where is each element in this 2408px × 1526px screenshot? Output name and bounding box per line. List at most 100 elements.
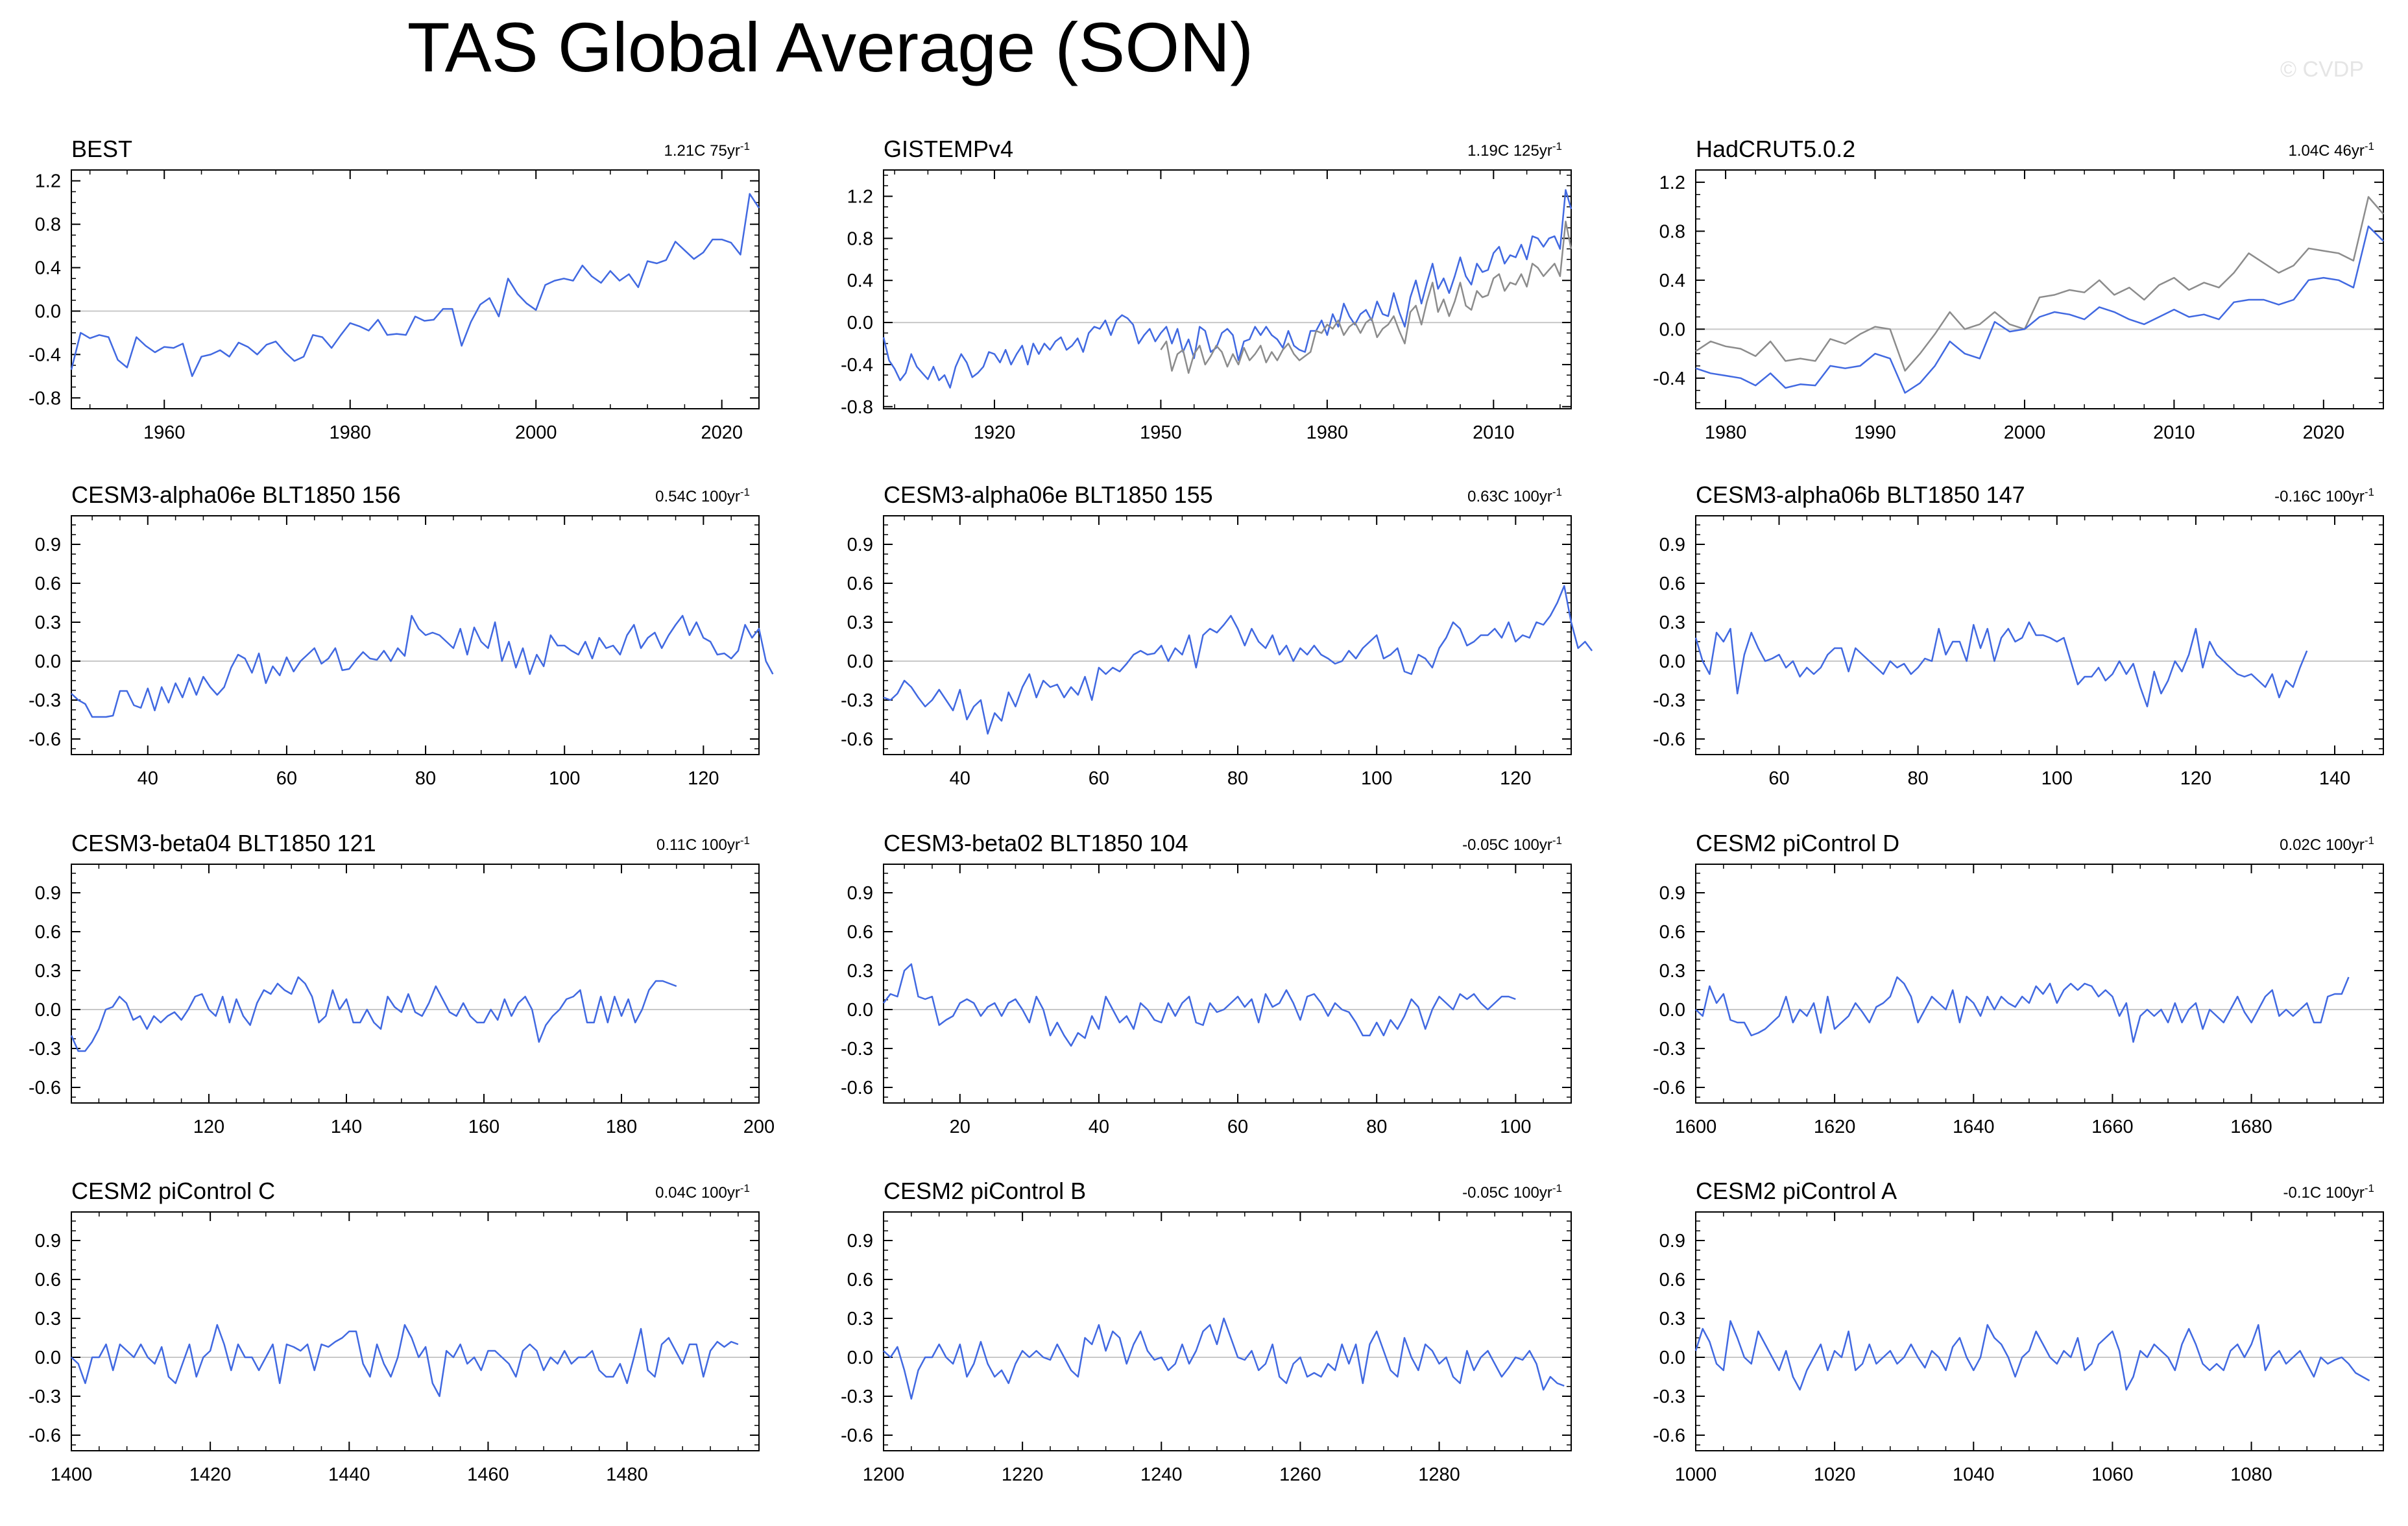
x-tick-label: 120: [2180, 768, 2211, 789]
trend-label: 0.04C 100yr-1: [655, 1182, 750, 1202]
y-tick-label: -0.8: [841, 397, 873, 418]
y-tick-label: 0.9: [1659, 1231, 1685, 1252]
x-tick-label: 2010: [2153, 422, 2195, 443]
y-tick-label: 0.0: [1659, 651, 1685, 672]
y-tick-label: 0.0: [35, 1000, 61, 1021]
model-series-line: [882, 189, 1572, 389]
x-tick-label: 2020: [2303, 422, 2345, 443]
model-series-line: [1695, 976, 2350, 1043]
y-tick-label: 0.0: [1659, 1000, 1685, 1021]
x-tick-label: 160: [468, 1117, 500, 1137]
panel-3: HadCRUT5.0.2 1.04C 46yr-1 -0.4 0.0 0.4 0.8 1.2…: [1653, 136, 2384, 443]
panel-title: CESM2 piControl A: [1696, 1178, 1897, 1204]
x-tick-label: 1600: [1675, 1117, 1717, 1137]
plot-frame: [1695, 169, 2384, 409]
plot-frame: [71, 515, 760, 755]
y-tick-label: 0.6: [847, 922, 873, 943]
y-tick-label: 0.3: [1659, 1309, 1685, 1329]
x-tick-label: 100: [1361, 768, 1392, 789]
x-tick-label: 100: [549, 768, 580, 789]
x-tick-label: 40: [138, 768, 158, 789]
x-tick-label: 1400: [51, 1464, 93, 1485]
x-tick-label: 1240: [1140, 1464, 1183, 1485]
x-tick-label: 2020: [701, 422, 743, 443]
x-tick-label: 20: [950, 1117, 970, 1137]
y-tick-label: -0.6: [29, 729, 61, 750]
obs-series-line: [1695, 196, 2384, 372]
panel-title: CESM3-alpha06e BLT1850 155: [884, 481, 1213, 508]
x-tick-label: 80: [1907, 768, 1928, 789]
y-tick-label: 0.4: [847, 271, 873, 291]
x-tick-label: 100: [1500, 1117, 1531, 1137]
plot-frame: [71, 169, 760, 409]
y-tick-label: 0.9: [847, 535, 873, 555]
x-tick-label: 180: [606, 1117, 637, 1137]
y-tick-label: -0.6: [1653, 729, 1685, 750]
panel-title: GISTEMPv4: [884, 136, 1013, 162]
page-title: TAS Global Average (SON): [407, 8, 1254, 86]
x-tick-label: 1040: [1953, 1464, 1995, 1485]
model-series-line: [883, 963, 1516, 1047]
panel-7: CESM3-beta04 BLT1850 121 0.11C 100yr-1 -0.…: [29, 830, 775, 1137]
y-tick-label: 0.9: [847, 1231, 873, 1252]
y-tick-label: -0.6: [29, 1078, 61, 1098]
y-tick-label: 0.8: [35, 215, 61, 236]
x-tick-label: 1200: [863, 1464, 905, 1485]
x-tick-label: 140: [2319, 768, 2350, 789]
panel-title: CESM3-beta02 BLT1850 104: [884, 830, 1188, 856]
panel-2: GISTEMPv4 1.19C 125yr-1 -0.8 -0.4 0.0 0.4 0.8 1…: [841, 136, 1572, 443]
x-tick-label: 1980: [1306, 422, 1349, 443]
panel-1: BEST 1.21C 75yr-1 -0.8 -0.4 0.0 0.4 0.8 1.2 1960…: [29, 136, 760, 443]
x-tick-label: 200: [743, 1117, 775, 1137]
model-series-line: [883, 1317, 1565, 1400]
y-tick-label: -0.3: [29, 1039, 61, 1060]
model-series-line: [71, 1324, 739, 1398]
plot-frame: [1695, 515, 2384, 755]
x-tick-label: 60: [276, 768, 297, 789]
y-tick-label: 0.9: [1659, 883, 1685, 904]
plot-frame: [1695, 864, 2384, 1104]
plot-frame: [883, 1211, 1572, 1451]
y-tick-label: 0.3: [1659, 961, 1685, 982]
y-tick-label: 0.0: [35, 651, 61, 672]
x-tick-label: 1080: [2230, 1464, 2272, 1485]
panel-title: CESM3-beta04 BLT1850 121: [71, 830, 376, 856]
x-tick-label: 1660: [2091, 1117, 2134, 1137]
y-tick-label: 0.3: [1659, 612, 1685, 633]
y-tick-label: 0.0: [35, 301, 61, 322]
trend-label: -0.16C 100yr-1: [2274, 486, 2374, 505]
x-tick-label: 1980: [329, 422, 371, 443]
y-tick-label: -0.3: [841, 690, 873, 711]
y-tick-label: 0.0: [1659, 319, 1685, 340]
y-tick-label: -0.6: [841, 1425, 873, 1446]
y-tick-label: 0.6: [35, 574, 61, 594]
panel-10: CESM2 piControl C 0.04C 100yr-1 -0.6 -0.3 0.…: [29, 1178, 760, 1485]
y-tick-label: -0.3: [29, 1387, 61, 1407]
y-tick-label: -0.3: [29, 690, 61, 711]
y-tick-label: 1.2: [1659, 173, 1685, 193]
x-tick-label: 60: [1768, 768, 1789, 789]
x-tick-label: 100: [2041, 768, 2073, 789]
x-tick-label: 1640: [1953, 1117, 1995, 1137]
y-tick-label: 0.6: [1659, 1270, 1685, 1290]
x-tick-label: 1960: [143, 422, 186, 443]
y-tick-label: 0.9: [35, 1231, 61, 1252]
plot-frame: [883, 864, 1572, 1104]
x-tick-label: 80: [1366, 1117, 1387, 1137]
trend-label: -0.05C 100yr-1: [1462, 1182, 1562, 1202]
x-tick-label: 120: [193, 1117, 224, 1137]
y-tick-label: 0.3: [847, 612, 873, 633]
y-tick-label: 0.4: [1659, 271, 1685, 291]
y-tick-label: 0.9: [35, 535, 61, 555]
x-tick-label: 2000: [2004, 422, 2046, 443]
x-tick-label: 2010: [1473, 422, 1515, 443]
panel-5: CESM3-alpha06e BLT1850 155 0.63C 100yr-1 -…: [841, 481, 1593, 789]
model-series-line: [1694, 621, 2308, 708]
panel-title: HadCRUT5.0.2: [1696, 136, 1855, 162]
panel-title: CESM2 piControl C: [71, 1178, 275, 1204]
y-tick-label: 0.0: [847, 1000, 873, 1021]
trend-label: -0.1C 100yr-1: [2283, 1182, 2374, 1202]
panel-4: CESM3-alpha06e BLT1850 156 0.54C 100yr-1 -…: [29, 481, 774, 789]
x-tick-label: 1280: [1418, 1464, 1460, 1485]
y-tick-label: -0.6: [841, 729, 873, 750]
